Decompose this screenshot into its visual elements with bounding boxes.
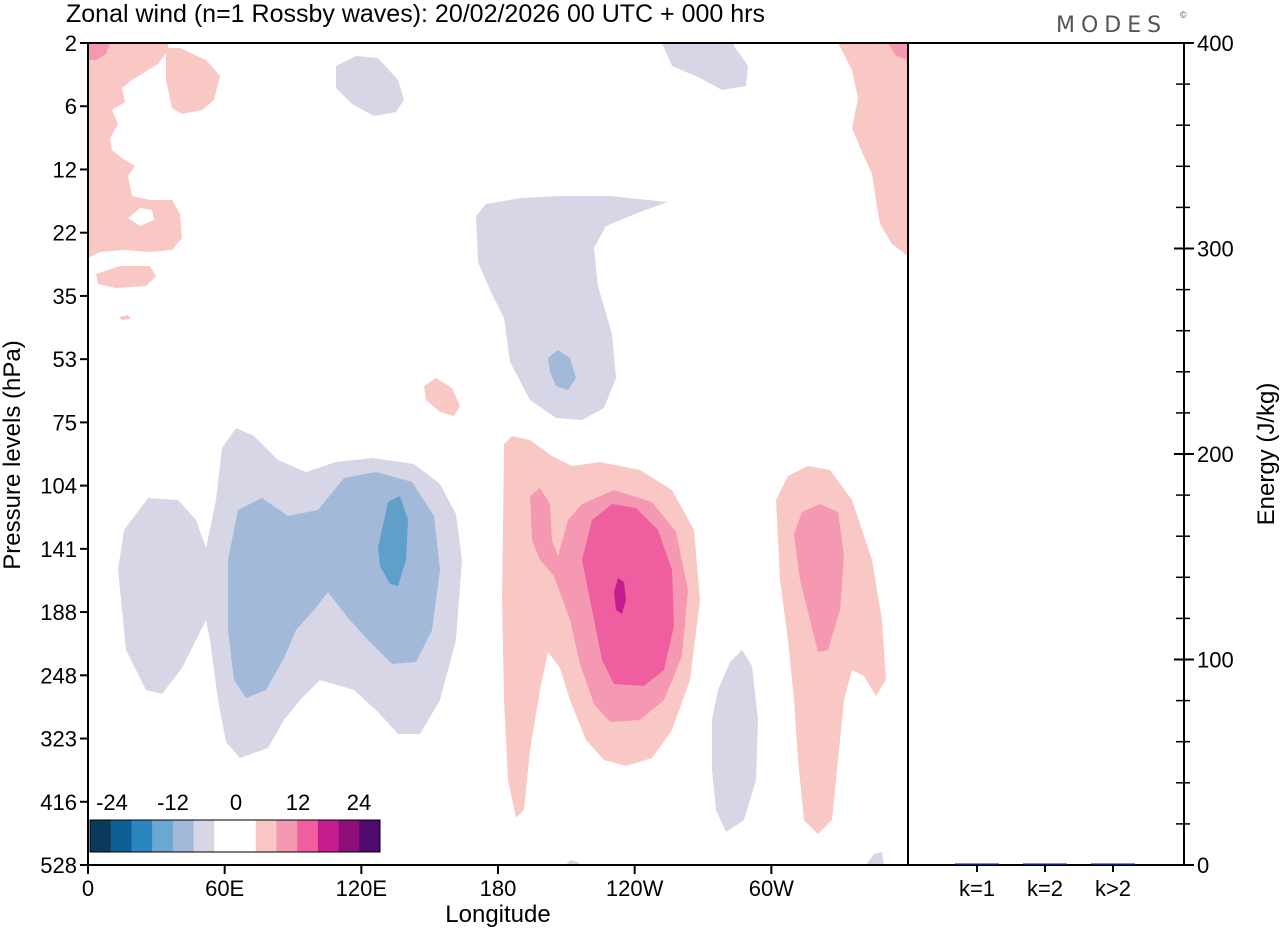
contour-white-hole: [128, 208, 154, 226]
contour-field: [88, 43, 908, 865]
colorbar-swatch: [338, 820, 360, 852]
contour-pos-dot: [119, 315, 131, 320]
copyright-mark: ©: [1180, 10, 1187, 20]
x-tick-label: 120W: [606, 876, 664, 901]
contour-neg-narrow: [712, 650, 758, 832]
modes-logo: MODES: [1056, 13, 1167, 38]
energy-category-label: k>2: [1095, 876, 1131, 901]
pressure-axis: 2 6 12 22 35 53 75 104 141 188 248 323 416 528: [40, 31, 88, 878]
x-tick-label: 60W: [749, 876, 794, 901]
y-tick-label: 12: [53, 157, 77, 182]
contour-pos-small-53: [424, 378, 460, 416]
x-tick-label: 180: [480, 876, 517, 901]
colorbar-swatch: [235, 820, 257, 852]
colorbar-swatch: [193, 820, 215, 852]
colorbar-swatch: [172, 820, 195, 852]
colorbar-frame: [89, 819, 381, 853]
contour-neg-bottom-a: [566, 860, 580, 865]
y-tick-label: 416: [40, 790, 77, 815]
y-tick-label: 53: [53, 347, 77, 372]
contour-pos-top-right-corner: [888, 43, 908, 60]
y-tick-label: 323: [40, 727, 77, 752]
energy-category-label: k=1: [959, 876, 995, 901]
colorbar-swatch: [276, 820, 298, 852]
energy-categories: k=1 k=2 k>2: [959, 865, 1131, 901]
energy-axis: 0 100 200 300 400: [1174, 31, 1234, 878]
colorbar-labels: -24 -12 0 12 24: [96, 790, 371, 815]
energy-axis-label: Energy (J/kg): [1253, 383, 1280, 526]
contour-pos-small-35: [96, 266, 156, 288]
energy-panel-frame: [907, 42, 1185, 866]
colorbar-label: -24: [96, 790, 128, 815]
colorbar-label: 0: [230, 790, 242, 815]
colorbar-swatch: [297, 820, 319, 852]
colorbar: [89, 819, 381, 853]
energy-bar: [1091, 863, 1135, 865]
colorbar-swatch: [359, 820, 381, 852]
contour-pos-top-left-b: [166, 48, 220, 114]
x-tick-label: 120E: [336, 876, 387, 901]
colorbar-swatch: [131, 820, 153, 852]
contour-pos-inner: [582, 504, 674, 686]
y-tick-label: 141: [40, 537, 77, 562]
contour-pos-top-right: [838, 43, 908, 256]
contour-pos-corner: [88, 43, 110, 60]
x-tick-label: 0: [82, 876, 94, 901]
contour-neg-bottom-b: [866, 852, 884, 865]
x-axis-label: Longitude: [445, 901, 550, 928]
colorbar-swatch: [110, 820, 132, 852]
y-tick-label: 75: [53, 410, 77, 435]
contour-neg-core: [378, 496, 408, 586]
colorbar-swatch: [317, 820, 340, 852]
energy-tick-label: 100: [1197, 648, 1234, 673]
y-axis-label: Pressure levels (hPa): [0, 340, 26, 569]
energy-bar: [1023, 863, 1067, 865]
energy-tick-label: 200: [1197, 442, 1234, 467]
contour-pos-right-inner: [794, 504, 844, 652]
energy-tick-label: 400: [1197, 31, 1234, 56]
colorbar-swatch: [90, 820, 112, 852]
contour-pos-core: [614, 578, 626, 614]
contour-neg-plume-core: [548, 350, 576, 390]
y-tick-label: 188: [40, 600, 77, 625]
colorbar-swatch: [152, 820, 174, 852]
colorbar-label: 24: [347, 790, 371, 815]
contour-neg-top-a: [336, 56, 404, 116]
main-panel-frame: [87, 42, 909, 866]
energy-tick-label: 300: [1197, 237, 1234, 262]
y-tick-label: 6: [65, 94, 77, 119]
energy-bars: [955, 863, 1135, 865]
colorbar-label: 12: [286, 790, 310, 815]
colorbar-swatch: [214, 820, 236, 852]
energy-category-label: k=2: [1027, 876, 1063, 901]
x-tick-label: 60E: [205, 876, 244, 901]
longitude-axis: 0 60E 120E 180 120W 60W: [82, 865, 794, 901]
colorbar-swatch: [255, 820, 277, 852]
energy-tick-label: 0: [1197, 853, 1209, 878]
contour-pos-top-left: [88, 43, 182, 258]
contour-neg-plume: [476, 196, 668, 420]
y-tick-label: 35: [53, 284, 77, 309]
energy-bar: [955, 863, 999, 865]
y-tick-label: 104: [40, 474, 77, 499]
colorbar-label: -12: [157, 790, 189, 815]
y-tick-label: 22: [53, 221, 77, 246]
y-tick-label: 528: [40, 853, 77, 878]
y-tick-label: 2: [65, 31, 77, 56]
chart-title: Zonal wind (n=1 Rossby waves): 20/02/202…: [66, 0, 765, 28]
contour-neg-top-b: [662, 43, 748, 90]
y-tick-label: 248: [40, 663, 77, 688]
